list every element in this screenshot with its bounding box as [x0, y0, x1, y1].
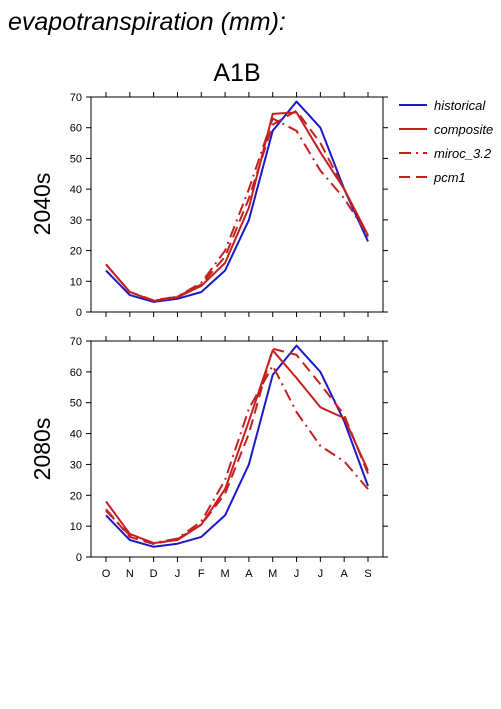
- y-tick-label: 20: [70, 490, 82, 502]
- x-tick-label: J: [294, 568, 300, 580]
- legend-item-pcm1: pcm1: [399, 170, 466, 185]
- y-tick-label: 0: [76, 552, 82, 564]
- panel-2040s: 0 10 20 30 40 50 60 70: [70, 92, 388, 319]
- y-tick-label: 50: [70, 398, 82, 410]
- series-line-pcm1: [105, 347, 369, 545]
- x-tick-label: D: [150, 568, 158, 580]
- legend-item-composite: composite: [399, 122, 493, 137]
- legend-label: historical: [434, 98, 486, 113]
- y-tick-label: 60: [70, 367, 82, 379]
- legend-label: composite: [434, 122, 493, 137]
- y-tick-label: 30: [70, 215, 82, 227]
- y-tick-label: 70: [70, 92, 82, 104]
- series-line-historical: [105, 344, 369, 548]
- page-title: evapotranspiration (mm):: [8, 8, 286, 36]
- legend-label: pcm1: [433, 170, 466, 185]
- x-tick-label: N: [126, 568, 134, 580]
- y-tick-label: 10: [70, 521, 82, 533]
- legend-label: miroc_3.2: [434, 146, 492, 161]
- y-tick-label: 20: [70, 246, 82, 258]
- plot-frame: [90, 96, 384, 313]
- y-tick-label: 60: [70, 123, 82, 135]
- series-line-composite: [105, 111, 369, 302]
- legend-item-historical: historical: [399, 98, 486, 113]
- scenario-title: A1B: [213, 59, 260, 87]
- x-tick-label: J: [318, 568, 324, 580]
- x-tick-label: M: [268, 568, 277, 580]
- series-line-historical: [105, 100, 369, 303]
- panel-label-2080s: 2080s: [29, 418, 55, 481]
- legend: historical composite miroc_3.2 pcm1: [399, 98, 493, 185]
- y-tick-label: 10: [70, 276, 82, 288]
- y-tick-label: 40: [70, 429, 82, 441]
- x-tick-label: A: [341, 568, 349, 580]
- x-tick-label: J: [175, 568, 181, 580]
- panels: 0 10 20 30 40 50 60 70 0 10 20 30 40 50 60 70 O N D J F M A M J J…: [70, 92, 388, 580]
- series-line-miroc_3.2: [105, 117, 369, 302]
- x-tick-label: A: [245, 568, 253, 580]
- y-tick-label: 40: [70, 184, 82, 196]
- legend-item-miroc_3.2: miroc_3.2: [399, 146, 492, 161]
- y-tick-label: 50: [70, 153, 82, 165]
- y-tick-label: 30: [70, 459, 82, 471]
- x-tick-label: M: [221, 568, 230, 580]
- y-tick-label: 70: [70, 336, 82, 348]
- plot-frame: [90, 340, 384, 558]
- y-tick-label: 0: [76, 307, 82, 319]
- panel-label-2040s: 2040s: [29, 173, 55, 236]
- x-tick-label: F: [198, 568, 205, 580]
- series-line-pcm1: [105, 109, 369, 302]
- x-tick-label: O: [102, 568, 111, 580]
- panel-2080s: 0 10 20 30 40 50 60 70 O N D J F M A M J J A S: [70, 336, 388, 580]
- x-tick-label: S: [364, 568, 371, 580]
